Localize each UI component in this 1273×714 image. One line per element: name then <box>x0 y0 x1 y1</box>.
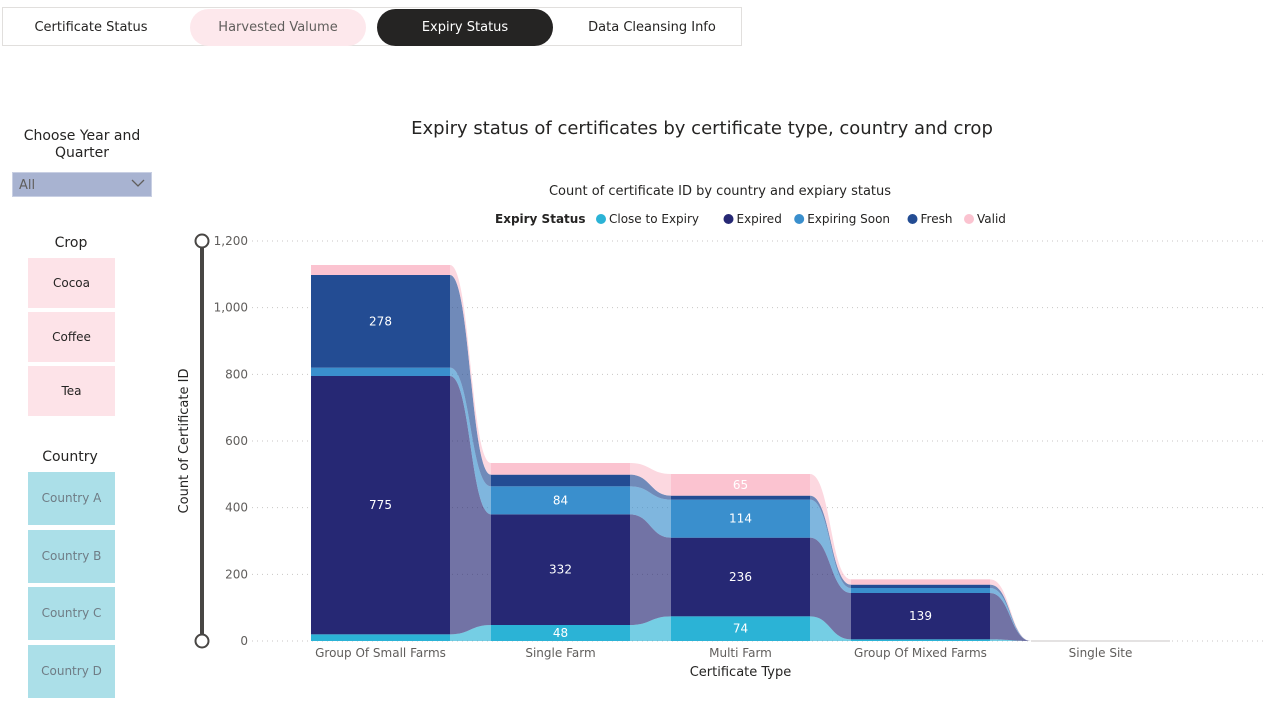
country-slicer-title: Country <box>42 449 98 465</box>
ribbon-close-to-expiry <box>810 616 851 641</box>
bar-expiring-soon[interactable] <box>671 499 810 538</box>
legend-label-fresh: Fresh <box>921 212 953 226</box>
bar-expired[interactable] <box>311 376 450 635</box>
ribbon-expiring-soon <box>630 486 671 538</box>
y-tick-label: 600 <box>225 434 248 448</box>
bar-close-to-expiry[interactable] <box>491 625 630 641</box>
ribbon-fresh <box>630 474 671 500</box>
chart-title: Count of certificate ID by country and e… <box>549 184 891 199</box>
ribbon-fresh <box>810 495 851 588</box>
data-label: 332 <box>549 563 572 577</box>
bar-valid[interactable] <box>851 579 990 585</box>
legend-label-expiring-soon: Expiring Soon <box>807 212 890 226</box>
y-tick-label: 800 <box>225 367 248 381</box>
tab-expiry-status[interactable]: Expiry Status <box>377 9 553 46</box>
bar-expired[interactable] <box>671 537 810 617</box>
ribbon-chart: Count of certificate ID by country and e… <box>177 184 1265 680</box>
ribbon-valid <box>630 463 671 496</box>
x-tick-label: Multi Farm <box>709 646 772 660</box>
data-label: 114 <box>729 512 752 526</box>
bar-close-to-expiry[interactable] <box>671 616 810 641</box>
ribbon-close-to-expiry <box>630 616 671 641</box>
data-label: 84 <box>553 493 568 507</box>
y-tick-label: 400 <box>225 501 248 515</box>
bar-expiring-soon[interactable] <box>851 588 990 593</box>
legend-label-valid: Valid <box>977 212 1006 226</box>
country-tile-b[interactable]: Country B <box>28 530 115 583</box>
bar-close-to-expiry[interactable] <box>851 639 990 641</box>
bar-fresh[interactable] <box>311 275 450 368</box>
zoom-slider-bottom-handle[interactable] <box>194 633 210 649</box>
x-tick-label: Group Of Small Farms <box>315 646 446 660</box>
legend-marker-fresh <box>907 214 918 224</box>
legend-label-close-to-expiry: Close to Expiry <box>609 212 699 226</box>
x-tick-label: Group Of Mixed Farms <box>854 646 987 660</box>
bar-valid[interactable] <box>491 463 630 475</box>
legend-marker-valid <box>964 214 974 224</box>
year-quarter-slicer-title: Choose Year and Quarter <box>23 128 141 161</box>
x-tick-label: Single Site <box>1069 646 1133 660</box>
page-tab-bar: Certificate Status Harvested Valume Expi… <box>2 7 742 46</box>
tab-harvested-volume[interactable]: Harvested Valume <box>190 9 366 46</box>
x-tick-label: Single Farm <box>525 646 595 660</box>
ribbon-expired <box>810 537 851 640</box>
bar-fresh[interactable] <box>491 474 630 487</box>
ribbon-valid <box>810 474 851 585</box>
data-label: 48 <box>553 626 568 640</box>
visual-title: Expiry status of certificates by certifi… <box>411 118 993 139</box>
data-label: 74 <box>733 622 748 636</box>
x-axis-title: Certificate Type <box>690 665 792 680</box>
data-label: 139 <box>909 609 932 623</box>
legend-title: Expiry Status <box>495 212 585 226</box>
chevron-down-icon <box>131 179 145 187</box>
crop-tile-coffee[interactable]: Coffee <box>28 312 115 362</box>
ribbon-fresh <box>450 275 491 487</box>
data-label: 775 <box>369 498 392 512</box>
year-quarter-dropdown[interactable]: All <box>12 172 152 197</box>
bar-fresh[interactable] <box>671 495 810 500</box>
bar-valid[interactable] <box>311 265 450 275</box>
legend-marker-close-to-expiry <box>596 214 606 224</box>
crop-slicer-title: Crop <box>54 235 88 251</box>
ribbon-valid <box>450 265 491 475</box>
y-tick-label: 200 <box>225 567 248 581</box>
ribbon-expired <box>630 514 671 625</box>
bar-expiring-soon[interactable] <box>311 367 450 376</box>
y-tick-label: 0 <box>240 634 248 648</box>
country-tile-d[interactable]: Country D <box>28 645 115 698</box>
bar-expired[interactable] <box>851 593 990 640</box>
bar-expired[interactable] <box>491 514 630 625</box>
crop-tile-cocoa[interactable]: Cocoa <box>28 258 115 308</box>
crop-tile-tea[interactable]: Tea <box>28 366 115 416</box>
bar-close-to-expiry[interactable] <box>311 634 450 641</box>
country-tile-a[interactable]: Country A <box>28 472 115 525</box>
legend-label-expired: Expired <box>737 212 782 226</box>
ribbon-expired <box>450 376 491 635</box>
dropdown-value: All <box>19 178 36 193</box>
bar-fresh[interactable] <box>851 584 990 588</box>
zoom-slider-top-handle[interactable] <box>194 233 210 249</box>
ribbon-expiring-soon <box>810 499 851 593</box>
y-axis-title: Count of Certificate ID <box>177 369 192 514</box>
y-tick-label: 1,200 <box>214 234 248 248</box>
legend-marker-expiring-soon <box>794 214 805 224</box>
country-tile-c[interactable]: Country C <box>28 587 115 640</box>
data-label: 278 <box>369 314 392 328</box>
data-label: 236 <box>729 570 752 584</box>
bar-valid[interactable] <box>671 474 810 496</box>
tab-data-cleansing-info[interactable]: Data Cleansing Info <box>588 20 716 35</box>
bar-expiring-soon[interactable] <box>491 486 630 515</box>
data-label: 65 <box>733 478 748 492</box>
legend-marker-expired <box>723 214 734 224</box>
tab-certificate-status[interactable]: Certificate Status <box>34 20 148 35</box>
y-tick-label: 1,000 <box>214 301 248 315</box>
ribbon-close-to-expiry <box>450 625 491 641</box>
ribbon-valid <box>990 579 1031 641</box>
ribbon-expiring-soon <box>450 367 491 515</box>
